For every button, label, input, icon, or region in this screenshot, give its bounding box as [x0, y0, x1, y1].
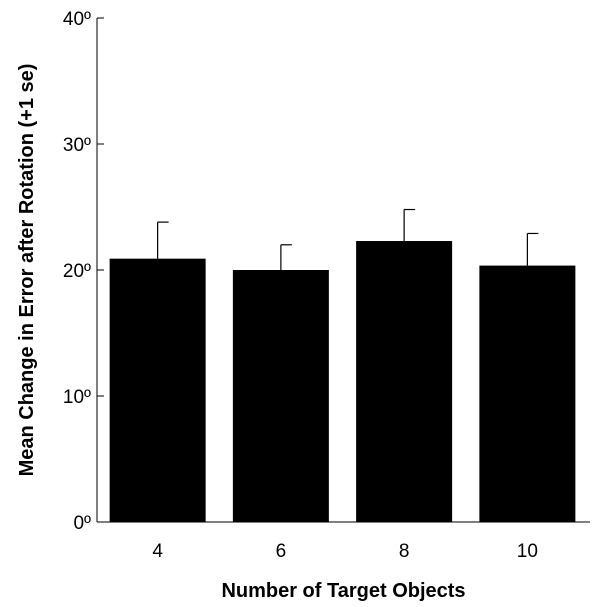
x-tick-label-10: 10	[517, 541, 538, 562]
x-tick-label-8: 8	[399, 541, 410, 562]
y-tick-label: 20º	[63, 261, 91, 282]
x-tick-label-4: 4	[152, 541, 163, 562]
error-bars-group	[157, 208, 539, 270]
bars-group	[109, 241, 576, 522]
y-tick-label: 30º	[63, 135, 91, 156]
x-axis-title: Number of Target Objects	[221, 580, 465, 602]
x-ticks-group: 4 6 8 10	[152, 541, 538, 562]
y-tick-label: 10º	[63, 387, 91, 408]
x-tick-label-6: 6	[276, 541, 287, 562]
bar-8	[356, 241, 453, 522]
y-tick-label: 40º	[63, 9, 91, 30]
bar-6	[232, 270, 329, 522]
y-axis-title: Mean Change in Error after Rotation (+1 …	[16, 64, 38, 477]
y-tick-label: 0º	[73, 513, 91, 534]
bar-4	[109, 258, 206, 522]
bar-10	[479, 265, 576, 522]
y-ticks-group: 0º 10º 20º 30º 40º	[63, 9, 104, 534]
